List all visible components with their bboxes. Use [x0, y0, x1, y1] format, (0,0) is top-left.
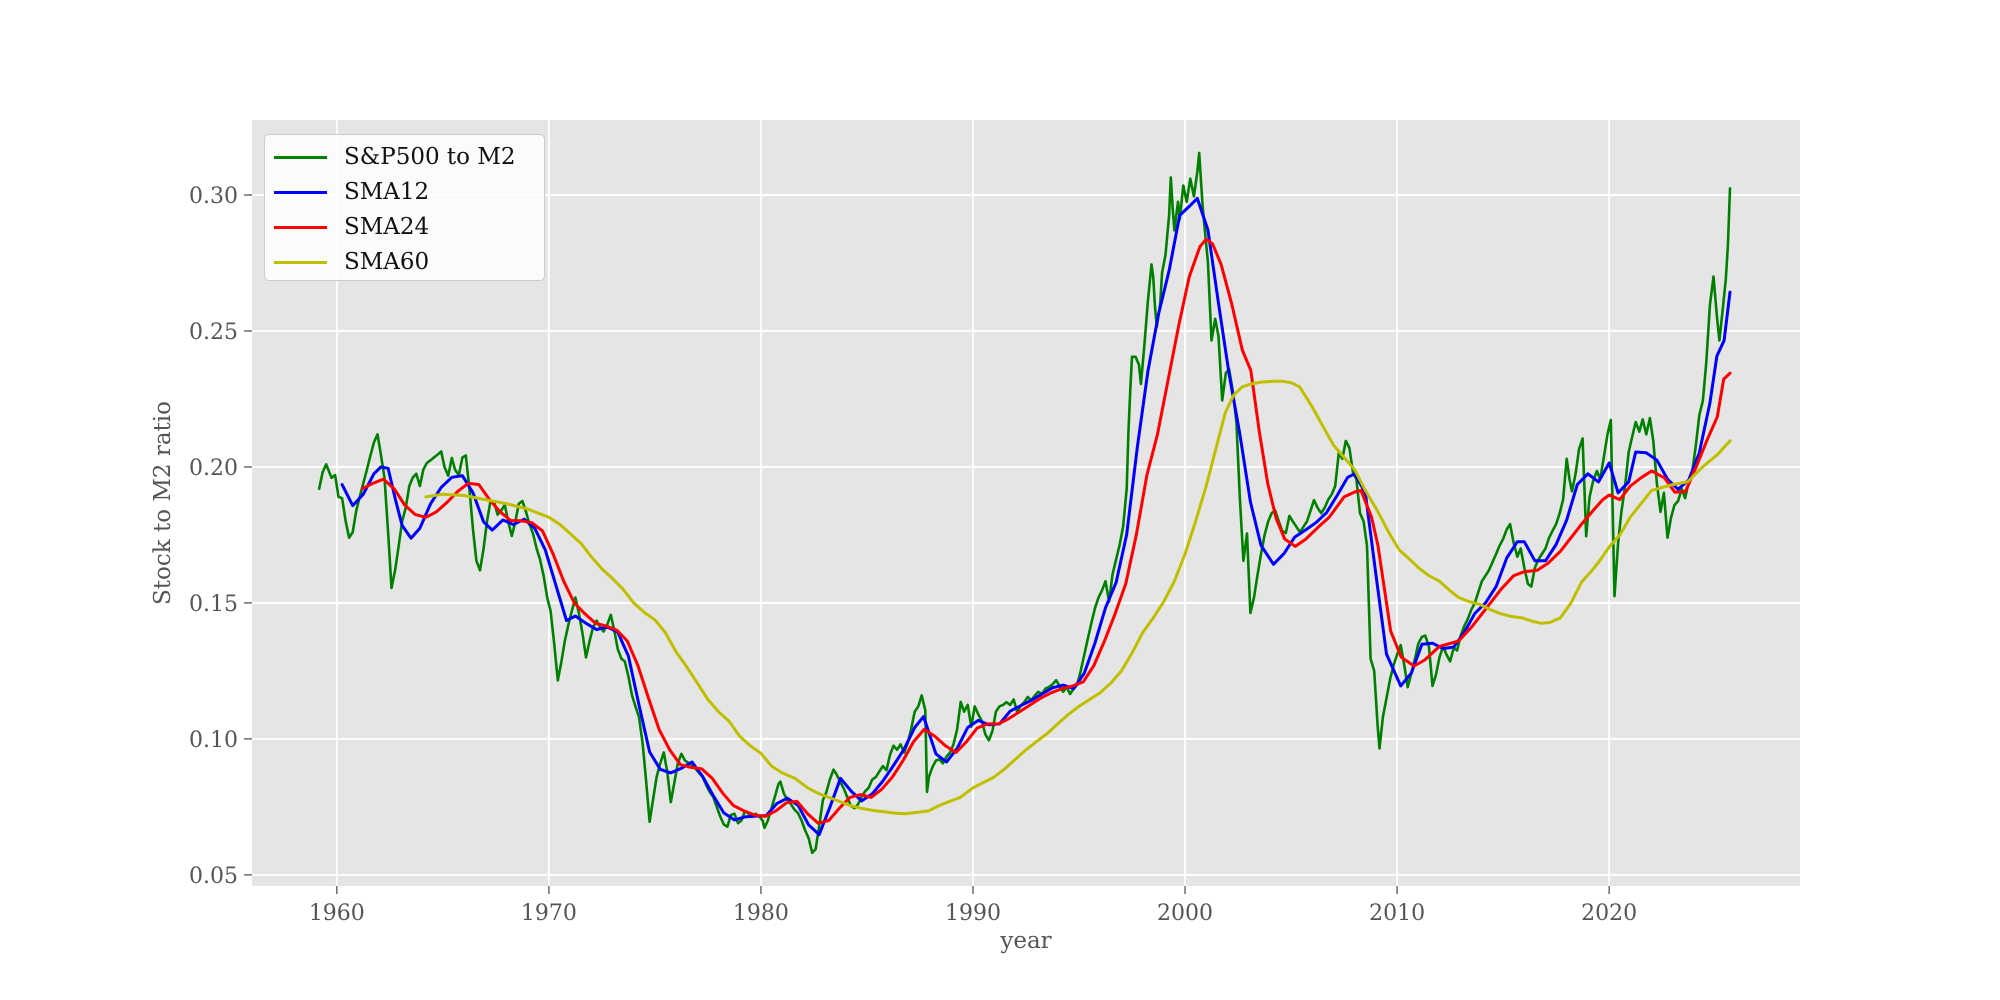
- legend-line-swatch-yellow: [274, 261, 327, 264]
- x-tick-label: 1960: [309, 901, 365, 926]
- series-line-sma60: [424, 379, 1732, 816]
- series-line-sma24: [360, 237, 1732, 825]
- legend-line-swatch-red: [274, 226, 327, 229]
- x-axis-label: year: [1000, 928, 1052, 954]
- legend-label: SMA24: [344, 214, 430, 240]
- legend-item: SMA12: [265, 175, 544, 210]
- legend-label: SMA60: [344, 249, 430, 275]
- legend-line-swatch-green: [274, 156, 327, 159]
- x-tick-label: 2010: [1369, 901, 1425, 926]
- x-tick-label: 2020: [1581, 901, 1637, 926]
- y-tick-label: 0.30: [189, 184, 238, 209]
- legend: S&P500 to M2 SMA12 SMA24 SMA60: [264, 134, 545, 281]
- y-tick-label: 0.20: [189, 456, 238, 481]
- x-tick-label: 2000: [1157, 901, 1213, 926]
- legend-line-swatch-blue: [274, 191, 327, 194]
- y-tick-label: 0.25: [189, 320, 238, 345]
- y-tick-label: 0.05: [189, 864, 238, 889]
- x-tick-label: 1970: [521, 901, 577, 926]
- series-line-sma12: [340, 196, 1732, 837]
- y-tick-label: 0.15: [189, 592, 238, 617]
- y-axis-label: Stock to M2 ratio: [150, 400, 176, 606]
- x-tick-label: 1990: [945, 901, 1001, 926]
- legend-item: S&P500 to M2: [265, 140, 544, 175]
- legend-item: SMA60: [265, 245, 544, 280]
- y-tick-label: 0.10: [189, 728, 238, 753]
- series-line-s-p500-to-m2: [317, 151, 1732, 855]
- x-tick-label: 1980: [733, 901, 789, 926]
- legend-label: SMA12: [344, 179, 430, 205]
- legend-label: S&P500 to M2: [344, 144, 516, 170]
- legend-item: SMA24: [265, 210, 544, 245]
